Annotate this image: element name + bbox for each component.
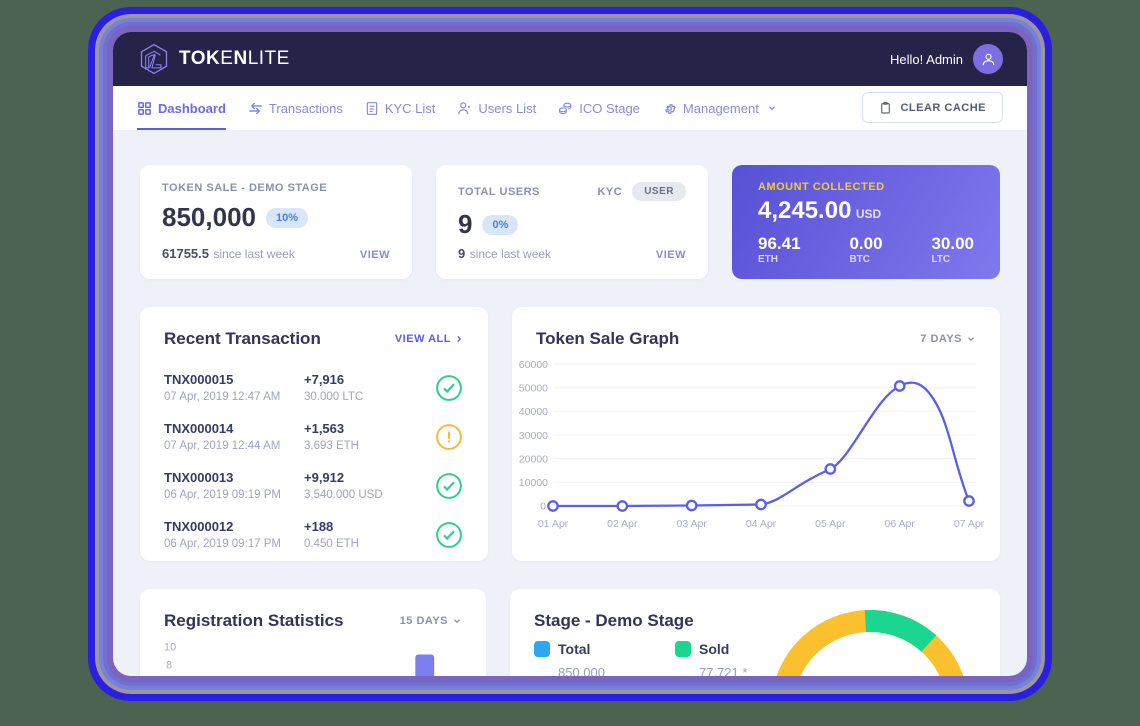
svg-text:60000: 60000 — [519, 359, 548, 371]
svg-text:07 Apr: 07 Apr — [954, 518, 985, 530]
svg-text:02 Apr: 02 Apr — [607, 518, 638, 530]
svg-text:20000: 20000 — [519, 454, 548, 466]
svg-text:01 Apr: 01 Apr — [538, 518, 569, 530]
svg-text:06 Apr: 06 Apr — [885, 518, 916, 530]
svg-text:50000: 50000 — [519, 383, 548, 395]
svg-text:0: 0 — [540, 501, 546, 513]
svg-text:10: 10 — [164, 642, 176, 654]
svg-text:04 Apr: 04 Apr — [746, 518, 777, 530]
svg-text:03 Apr: 03 Apr — [677, 518, 708, 530]
svg-text:8: 8 — [166, 659, 172, 671]
svg-text:30000: 30000 — [519, 430, 548, 442]
svg-text:05 Apr: 05 Apr — [815, 518, 846, 530]
svg-text:10000: 10000 — [519, 477, 548, 489]
svg-text:40000: 40000 — [519, 406, 548, 418]
